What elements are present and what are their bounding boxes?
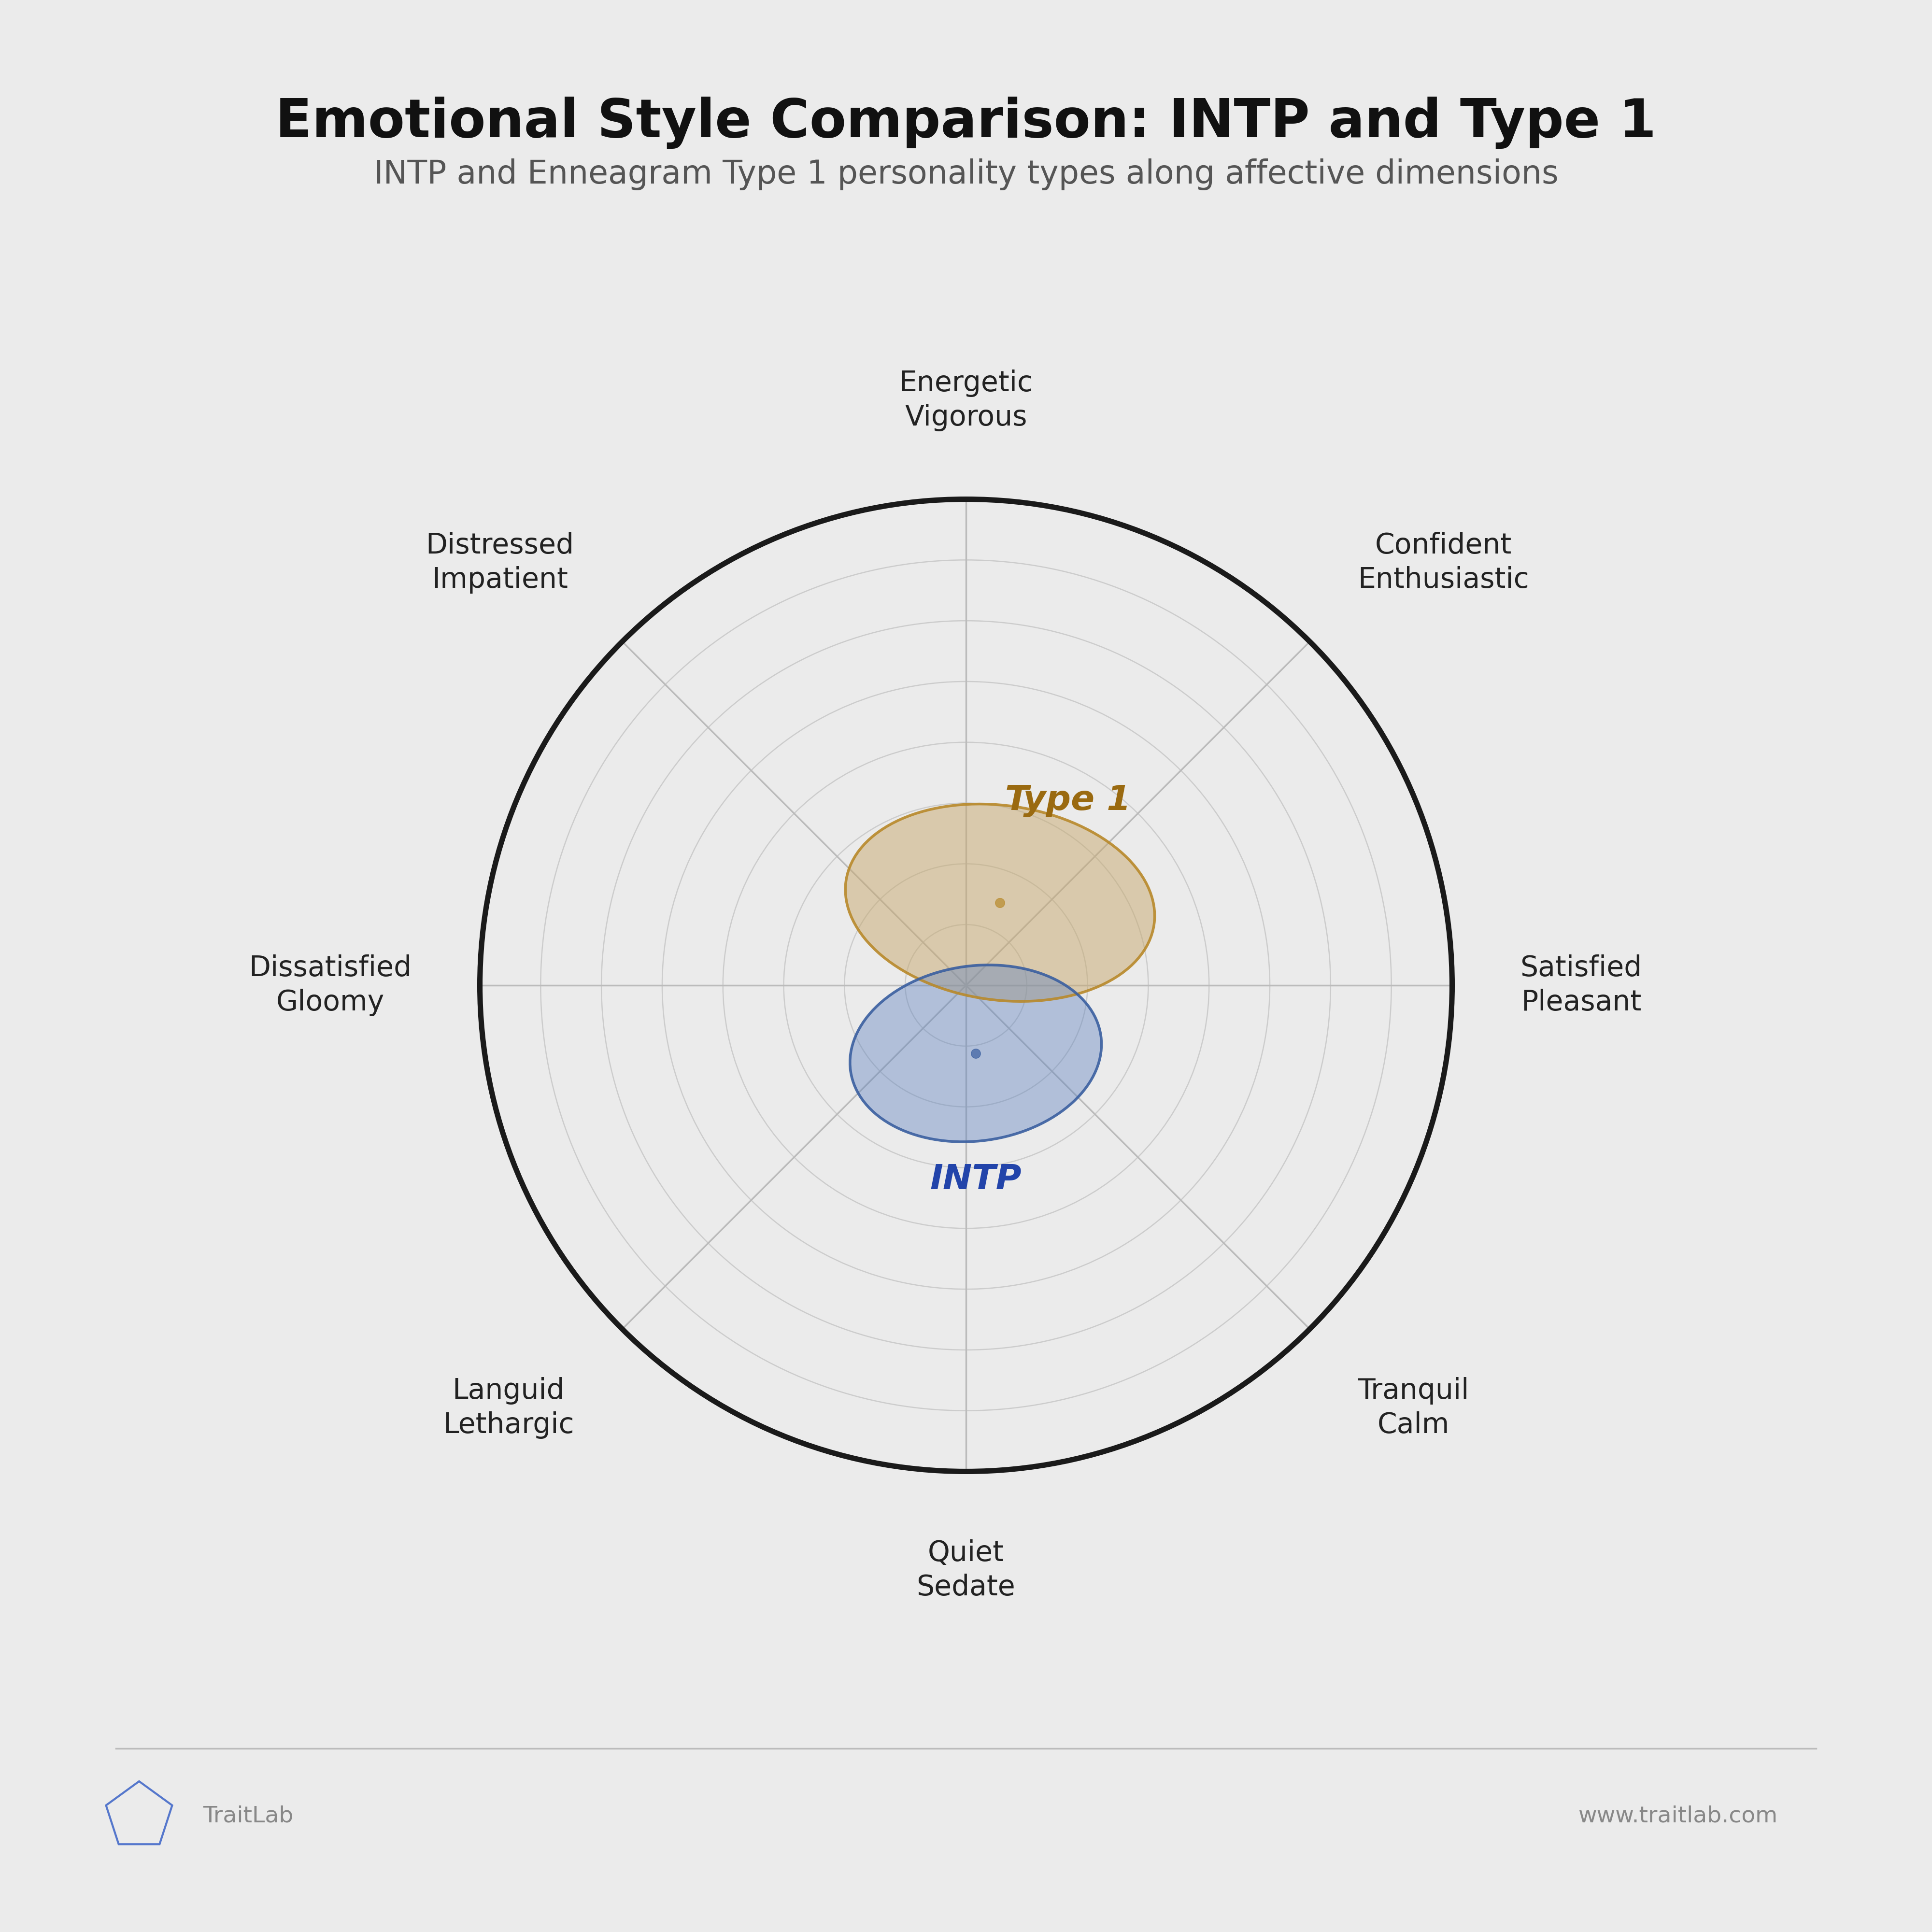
- Text: Languid
Lethargic: Languid Lethargic: [442, 1378, 574, 1439]
- Text: Emotional Style Comparison: INTP and Type 1: Emotional Style Comparison: INTP and Typ…: [276, 97, 1656, 149]
- Text: INTP: INTP: [929, 1163, 1022, 1196]
- Text: INTP and Enneagram Type 1 personality types along affective dimensions: INTP and Enneagram Type 1 personality ty…: [373, 158, 1559, 191]
- Text: Type 1: Type 1: [1005, 784, 1130, 817]
- Text: Quiet
Sedate: Quiet Sedate: [916, 1540, 1016, 1602]
- Text: www.traitlab.com: www.traitlab.com: [1578, 1804, 1777, 1828]
- Text: Satisfied
Pleasant: Satisfied Pleasant: [1520, 954, 1642, 1016]
- Text: Energetic
Vigorous: Energetic Vigorous: [898, 369, 1034, 431]
- Text: Tranquil
Calm: Tranquil Calm: [1358, 1378, 1468, 1439]
- Ellipse shape: [846, 804, 1155, 1001]
- Text: Distressed
Impatient: Distressed Impatient: [425, 531, 574, 593]
- Text: TraitLab: TraitLab: [203, 1804, 294, 1828]
- Text: Confident
Enthusiastic: Confident Enthusiastic: [1358, 531, 1530, 593]
- Ellipse shape: [850, 964, 1101, 1142]
- Text: Dissatisfied
Gloomy: Dissatisfied Gloomy: [249, 954, 412, 1016]
